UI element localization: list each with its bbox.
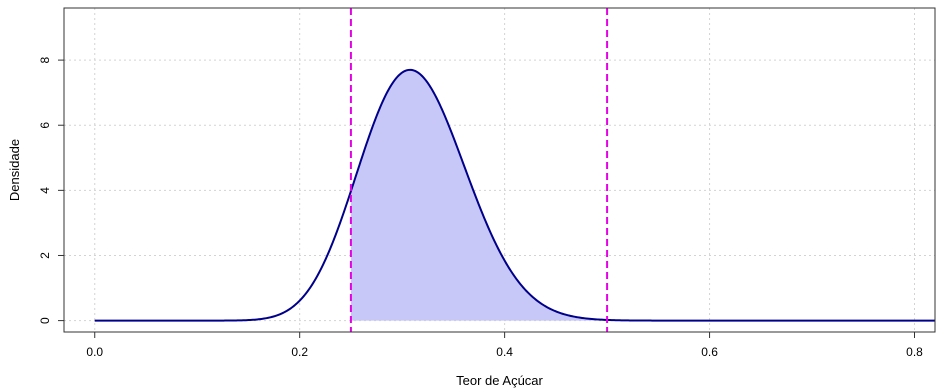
x-tick-label: 0.4 bbox=[496, 345, 513, 359]
y-tick-label: 6 bbox=[38, 122, 52, 129]
y-tick-label: 4 bbox=[38, 187, 52, 194]
y-axis-title: Densidade bbox=[7, 139, 22, 201]
y-tick-label: 8 bbox=[38, 56, 52, 63]
density-curve bbox=[94, 68, 935, 322]
plot-border bbox=[63, 7, 936, 333]
x-tick-label: 0.6 bbox=[701, 345, 718, 359]
x-axis-title: Teor de Açúcar bbox=[456, 373, 543, 388]
x-tick-label: 0.0 bbox=[86, 345, 103, 359]
x-tick-label: 0.2 bbox=[291, 345, 308, 359]
x-tick-label: 0.8 bbox=[906, 345, 923, 359]
y-tick-label: 2 bbox=[38, 252, 52, 259]
shaded-area bbox=[350, 69, 608, 321]
y-tick-label: 0 bbox=[38, 317, 52, 324]
y-axis: 0 2 4 6 8 bbox=[38, 56, 64, 324]
vertical-lines bbox=[349, 8, 609, 332]
x-axis: 0.0 0.2 0.4 0.6 0.8 bbox=[86, 332, 923, 359]
